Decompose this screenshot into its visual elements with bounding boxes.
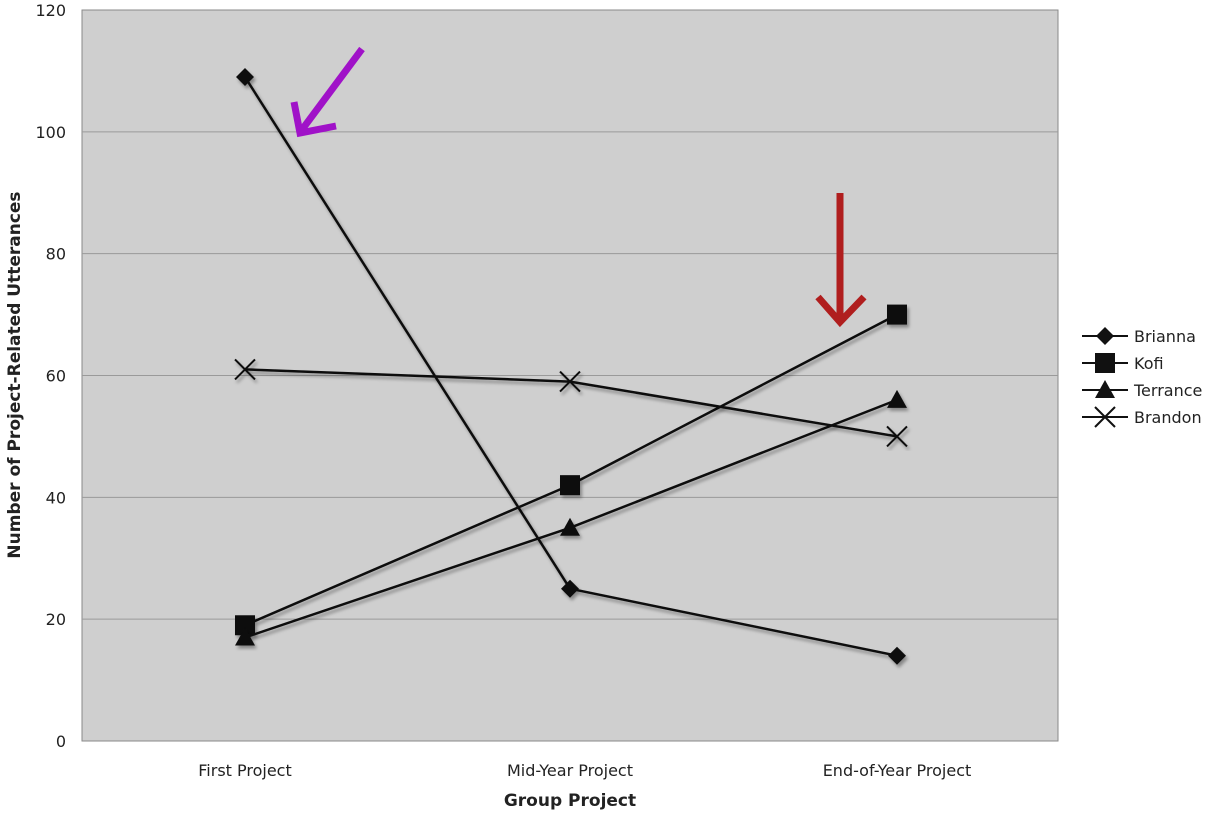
series-group <box>234 68 908 665</box>
legend-label-kofi: Kofi <box>1134 354 1164 373</box>
series-brandon <box>234 358 908 448</box>
y-tick-label: 60 <box>46 367 66 386</box>
x-marker-stroke <box>886 425 908 448</box>
arrow-head <box>290 101 337 138</box>
legend-label-brandon: Brandon <box>1134 408 1202 427</box>
data-point-brianna <box>888 646 906 665</box>
legend-label-terrance: Terrance <box>1133 381 1202 400</box>
data-point-brandon <box>234 358 256 381</box>
y-axis-title: Number of Project-Related Utterances <box>5 191 25 558</box>
x-axis-title: Group Project <box>504 791 636 811</box>
data-point-kofi <box>887 304 907 325</box>
series-kofi <box>235 304 907 636</box>
legend-item-terrance: Terrance <box>1082 380 1202 400</box>
y-tick-label: 20 <box>46 610 66 629</box>
data-point-kofi <box>560 475 580 496</box>
x-axis-tick-labels: First Project Mid-Year Project End-of-Year… <box>198 761 971 780</box>
data-point-brandon <box>559 370 581 393</box>
legend-marker-kofi <box>1095 353 1115 373</box>
data-point-terrance <box>887 389 907 408</box>
x-tick-label: End-of-Year Project <box>823 761 972 780</box>
x-tick-label: Mid-Year Project <box>507 761 633 780</box>
legend-marker-brianna <box>1096 327 1114 345</box>
data-point-terrance <box>235 627 255 646</box>
data-point-brandon <box>886 425 908 448</box>
y-axis-tick-labels: 0 20 40 60 80 100 120 <box>35 1 66 751</box>
y-tick-label: 0 <box>56 732 66 751</box>
legend-item-kofi: Kofi <box>1082 353 1164 373</box>
arrow-shaft <box>298 46 365 134</box>
x-tick-label: First Project <box>198 761 292 780</box>
x-marker-stroke <box>1094 406 1116 428</box>
data-point-terrance <box>560 517 580 536</box>
series-terrance <box>235 389 907 646</box>
y-tick-label: 120 <box>35 1 66 20</box>
data-point-brianna <box>236 68 254 87</box>
annotation-arrows <box>290 46 867 328</box>
y-tick-label: 100 <box>35 123 66 142</box>
purple-arrow-icon <box>290 46 365 138</box>
data-point-brianna <box>561 579 579 598</box>
y-tick-label: 80 <box>46 245 66 264</box>
legend-label-brianna: Brianna <box>1134 327 1196 346</box>
legend-item-brandon: Brandon <box>1082 406 1202 428</box>
y-tick-label: 40 <box>46 488 66 507</box>
arrow-head <box>815 294 867 328</box>
legend-item-brianna: Brianna <box>1082 327 1196 346</box>
legend-marker-brandon <box>1094 406 1116 428</box>
x-marker-stroke <box>234 358 256 381</box>
legend: Brianna Kofi Terrance Brandon <box>1082 327 1202 428</box>
data-point-kofi <box>235 615 255 636</box>
red-arrow-icon <box>815 193 867 328</box>
legend-marker-terrance <box>1095 380 1115 398</box>
series-brianna <box>236 68 906 665</box>
x-marker-stroke <box>559 370 581 393</box>
